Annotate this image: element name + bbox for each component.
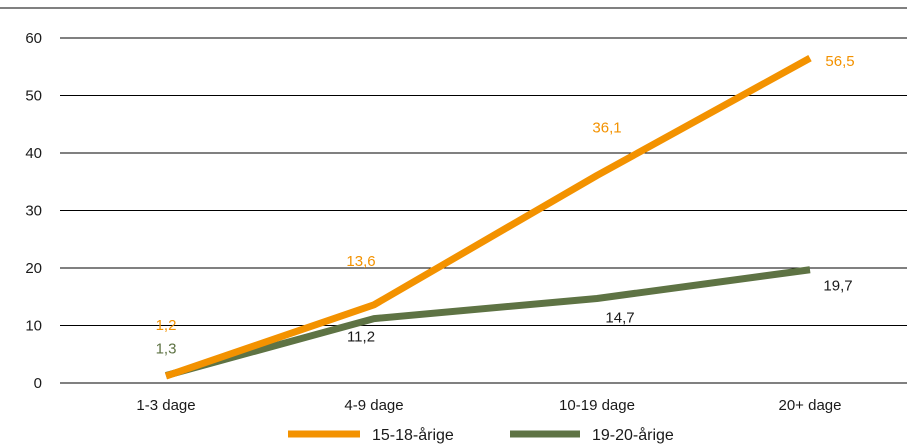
data-labels: 1,2 13,6 36,1 56,5 1,3 11,2 14,7 19,7 bbox=[156, 53, 855, 357]
x-axis-ticks: 1-3 dage 4-9 dage 10-19 dage 20+ dage bbox=[136, 397, 841, 414]
data-label-s1-p0: 1,3 bbox=[156, 341, 177, 358]
x-tick-label: 20+ dage bbox=[779, 397, 842, 414]
data-label-s1-p2: 14,7 bbox=[605, 309, 634, 326]
y-tick-label: 50 bbox=[25, 88, 42, 105]
legend: 15-18-årige 19-20-årige bbox=[288, 426, 674, 444]
data-label-s0-p1: 13,6 bbox=[346, 253, 375, 270]
data-label-s0-p3: 56,5 bbox=[825, 53, 854, 70]
x-tick-label: 10-19 dage bbox=[559, 397, 635, 414]
y-tick-label: 30 bbox=[25, 203, 42, 220]
series-lines bbox=[164, 55, 812, 380]
gridlines bbox=[60, 37, 907, 384]
y-tick-label: 0 bbox=[34, 375, 42, 392]
x-tick-label: 1-3 dage bbox=[136, 397, 195, 414]
y-tick-label: 40 bbox=[25, 145, 42, 162]
data-label-s1-p3: 19,7 bbox=[823, 278, 852, 295]
data-label-s0-p2: 36,1 bbox=[592, 119, 621, 136]
legend-label-0: 15-18-årige bbox=[372, 426, 454, 444]
series-line-0 bbox=[164, 55, 812, 380]
y-tick-label: 20 bbox=[25, 260, 42, 277]
data-label-s0-p0: 1,2 bbox=[156, 317, 177, 334]
x-tick-label: 4-9 dage bbox=[344, 397, 403, 414]
legend-label-1: 19-20-årige bbox=[592, 426, 674, 444]
series-line-1 bbox=[165, 266, 811, 379]
y-tick-label: 60 bbox=[25, 30, 42, 47]
data-label-s1-p1: 11,2 bbox=[347, 329, 375, 346]
y-tick-label: 10 bbox=[25, 318, 42, 335]
y-axis-ticks: 0 10 20 30 40 50 60 bbox=[25, 30, 42, 392]
